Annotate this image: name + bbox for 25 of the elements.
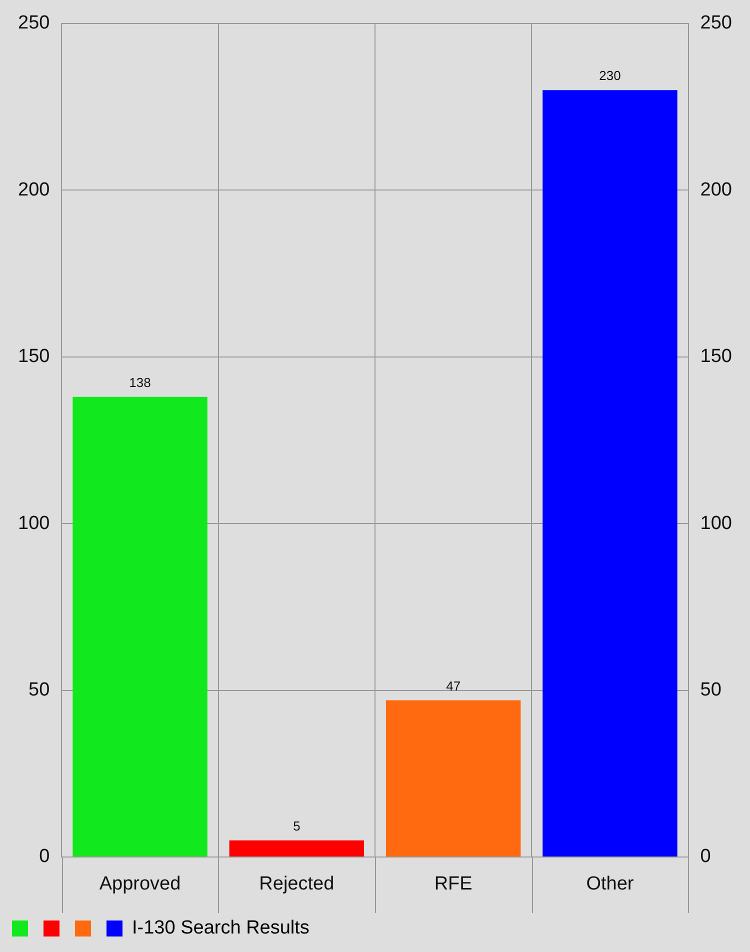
y-tick-label: 150 xyxy=(18,346,50,368)
x-tick-label: RFE xyxy=(434,874,472,895)
y-tick-label: 250 xyxy=(18,12,50,34)
data-label: 5 xyxy=(293,818,300,834)
y-tick-label: 50 xyxy=(28,680,50,701)
bar xyxy=(386,700,521,856)
y2-tick-label: 50 xyxy=(700,680,722,701)
x-tick-label: Approved xyxy=(99,874,181,895)
x-tick-label: Other xyxy=(586,874,634,895)
y-tick-label: 100 xyxy=(18,512,50,534)
y2-tick-label: 200 xyxy=(700,179,732,200)
x-tick-label: Rejected xyxy=(259,874,334,895)
bar xyxy=(542,90,678,856)
data-label: 230 xyxy=(599,68,621,84)
legend-label: I-130 Search Results xyxy=(132,918,310,939)
data-label: 47 xyxy=(446,678,461,694)
bar xyxy=(72,396,208,856)
y2-tick-label: 0 xyxy=(700,846,711,868)
y2-tick-label: 150 xyxy=(700,346,732,368)
y-tick-label: 200 xyxy=(18,179,50,200)
data-label: 138 xyxy=(129,374,151,390)
y2-tick-label: 250 xyxy=(700,12,732,34)
y2-tick-label: 100 xyxy=(700,512,732,534)
y-tick-label: 0 xyxy=(39,846,50,868)
bar xyxy=(229,840,364,856)
